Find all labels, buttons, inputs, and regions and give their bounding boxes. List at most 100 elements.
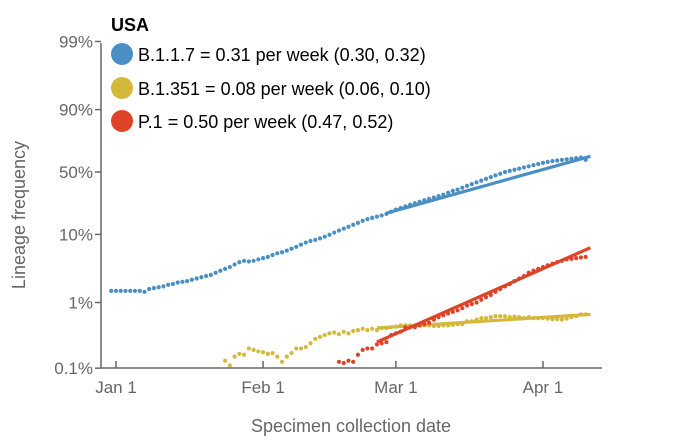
data-point-b117 xyxy=(479,178,484,183)
data-point-b117 xyxy=(483,176,489,181)
data-point-b1351 xyxy=(275,354,280,359)
data-point-b117 xyxy=(194,276,199,281)
data-point-b117 xyxy=(161,284,166,289)
data-point-b117 xyxy=(251,258,256,263)
data-point-b117 xyxy=(379,213,384,218)
data-point-p1 xyxy=(384,339,389,345)
data-point-b117 xyxy=(512,167,517,172)
x-tick-label: Feb 1 xyxy=(241,378,284,397)
data-point-b1351 xyxy=(502,314,508,319)
data-point-p1 xyxy=(341,360,346,366)
data-point-p1 xyxy=(578,255,584,260)
data-point-b1351 xyxy=(346,331,351,336)
data-point-b117 xyxy=(346,224,351,229)
y-tick-label: 1% xyxy=(68,294,93,313)
data-point-b1351 xyxy=(493,314,498,319)
legend-label-p1: P.1 = 0.50 per week (0.47, 0.52) xyxy=(138,112,393,132)
data-point-b117 xyxy=(469,182,474,187)
data-point-b1351 xyxy=(256,349,261,354)
data-point-b1351 xyxy=(327,331,332,336)
data-point-p1 xyxy=(351,359,356,364)
data-point-b117 xyxy=(241,258,247,263)
data-point-b117 xyxy=(189,277,195,282)
legend-marker-p1 xyxy=(111,110,133,132)
data-point-b117 xyxy=(322,234,327,239)
data-point-b1351 xyxy=(332,330,337,335)
data-point-b1351 xyxy=(241,352,247,357)
data-point-b117 xyxy=(213,270,218,275)
data-point-b1351 xyxy=(308,341,313,346)
data-point-b117 xyxy=(123,288,128,293)
data-point-b1351 xyxy=(270,350,275,356)
data-point-b117 xyxy=(289,246,294,251)
data-point-b1351 xyxy=(351,328,356,334)
data-point-b117 xyxy=(156,285,161,290)
data-point-b117 xyxy=(118,288,123,293)
data-point-b117 xyxy=(545,159,550,164)
data-point-b117 xyxy=(137,288,142,293)
data-point-b117 xyxy=(175,280,180,285)
data-point-b117 xyxy=(450,188,455,193)
data-point-b117 xyxy=(132,288,138,293)
data-point-p1 xyxy=(474,300,479,305)
data-point-b117 xyxy=(351,222,356,227)
y-axis-title: Lineage frequency xyxy=(9,141,29,289)
data-point-b117 xyxy=(204,273,209,279)
data-point-b117 xyxy=(540,160,546,165)
data-point-p1 xyxy=(346,358,351,363)
data-point-b117 xyxy=(265,254,270,259)
legend-item-b1351: B.1.351 = 0.08 per week (0.06, 0.10) xyxy=(111,77,431,99)
data-point-b1351 xyxy=(355,328,361,333)
data-point-b117 xyxy=(498,171,503,176)
data-point-b117 xyxy=(113,288,119,293)
data-point-b1351 xyxy=(370,326,375,331)
data-point-b1351 xyxy=(336,332,342,337)
y-axis: 0.1% 1% 10% 50% 90% 99% xyxy=(54,32,102,378)
data-point-b117 xyxy=(270,252,275,258)
plot-area xyxy=(109,154,592,368)
data-point-b117 xyxy=(147,286,152,292)
data-point-b117 xyxy=(294,244,299,249)
data-point-b1351 xyxy=(294,346,299,351)
data-point-p1 xyxy=(365,346,370,351)
data-point-b1351 xyxy=(341,329,346,334)
series-b1351 xyxy=(223,312,591,368)
data-point-b117 xyxy=(275,251,280,256)
data-point-b117 xyxy=(223,266,228,271)
data-point-b117 xyxy=(279,250,285,255)
data-point-b117 xyxy=(555,158,560,163)
data-point-b1351 xyxy=(237,351,242,357)
data-point-b117 xyxy=(260,256,266,261)
data-point-b1351 xyxy=(265,351,270,357)
data-point-b117 xyxy=(488,175,493,180)
legend: USA B.1.1.7 = 0.31 per week (0.30, 0.32)… xyxy=(111,15,431,132)
data-point-b117 xyxy=(332,230,337,235)
data-point-b117 xyxy=(460,185,465,190)
data-point-b1351 xyxy=(322,332,327,338)
data-point-b117 xyxy=(502,169,508,175)
legend-label-b1351: B.1.351 = 0.08 per week (0.06, 0.10) xyxy=(138,79,431,99)
data-point-b1351 xyxy=(232,354,237,359)
data-point-b1351 xyxy=(559,317,565,322)
data-point-b117 xyxy=(493,173,498,178)
y-tick-label: 10% xyxy=(59,225,93,244)
data-point-b1351 xyxy=(360,326,365,331)
y-ticks: 0.1% 1% 10% 50% 90% 99% xyxy=(54,32,101,378)
data-point-p1 xyxy=(479,297,484,302)
data-point-b117 xyxy=(445,190,451,195)
data-point-b117 xyxy=(246,259,251,264)
x-tick-label: Jan 1 xyxy=(95,378,137,397)
series-p1 xyxy=(336,246,592,366)
data-point-b1351 xyxy=(365,328,370,333)
data-point-b1351 xyxy=(303,344,308,350)
data-point-b117 xyxy=(185,279,190,284)
data-point-b117 xyxy=(531,163,536,168)
fit-line-b117 xyxy=(385,154,591,215)
data-point-b117 xyxy=(218,268,223,273)
legend-marker-b117 xyxy=(111,43,133,65)
y-tick-label: 50% xyxy=(59,163,93,182)
data-point-b117 xyxy=(256,257,261,262)
data-point-b117 xyxy=(237,260,242,265)
data-point-b1351 xyxy=(260,350,266,355)
data-point-b117 xyxy=(526,164,531,169)
